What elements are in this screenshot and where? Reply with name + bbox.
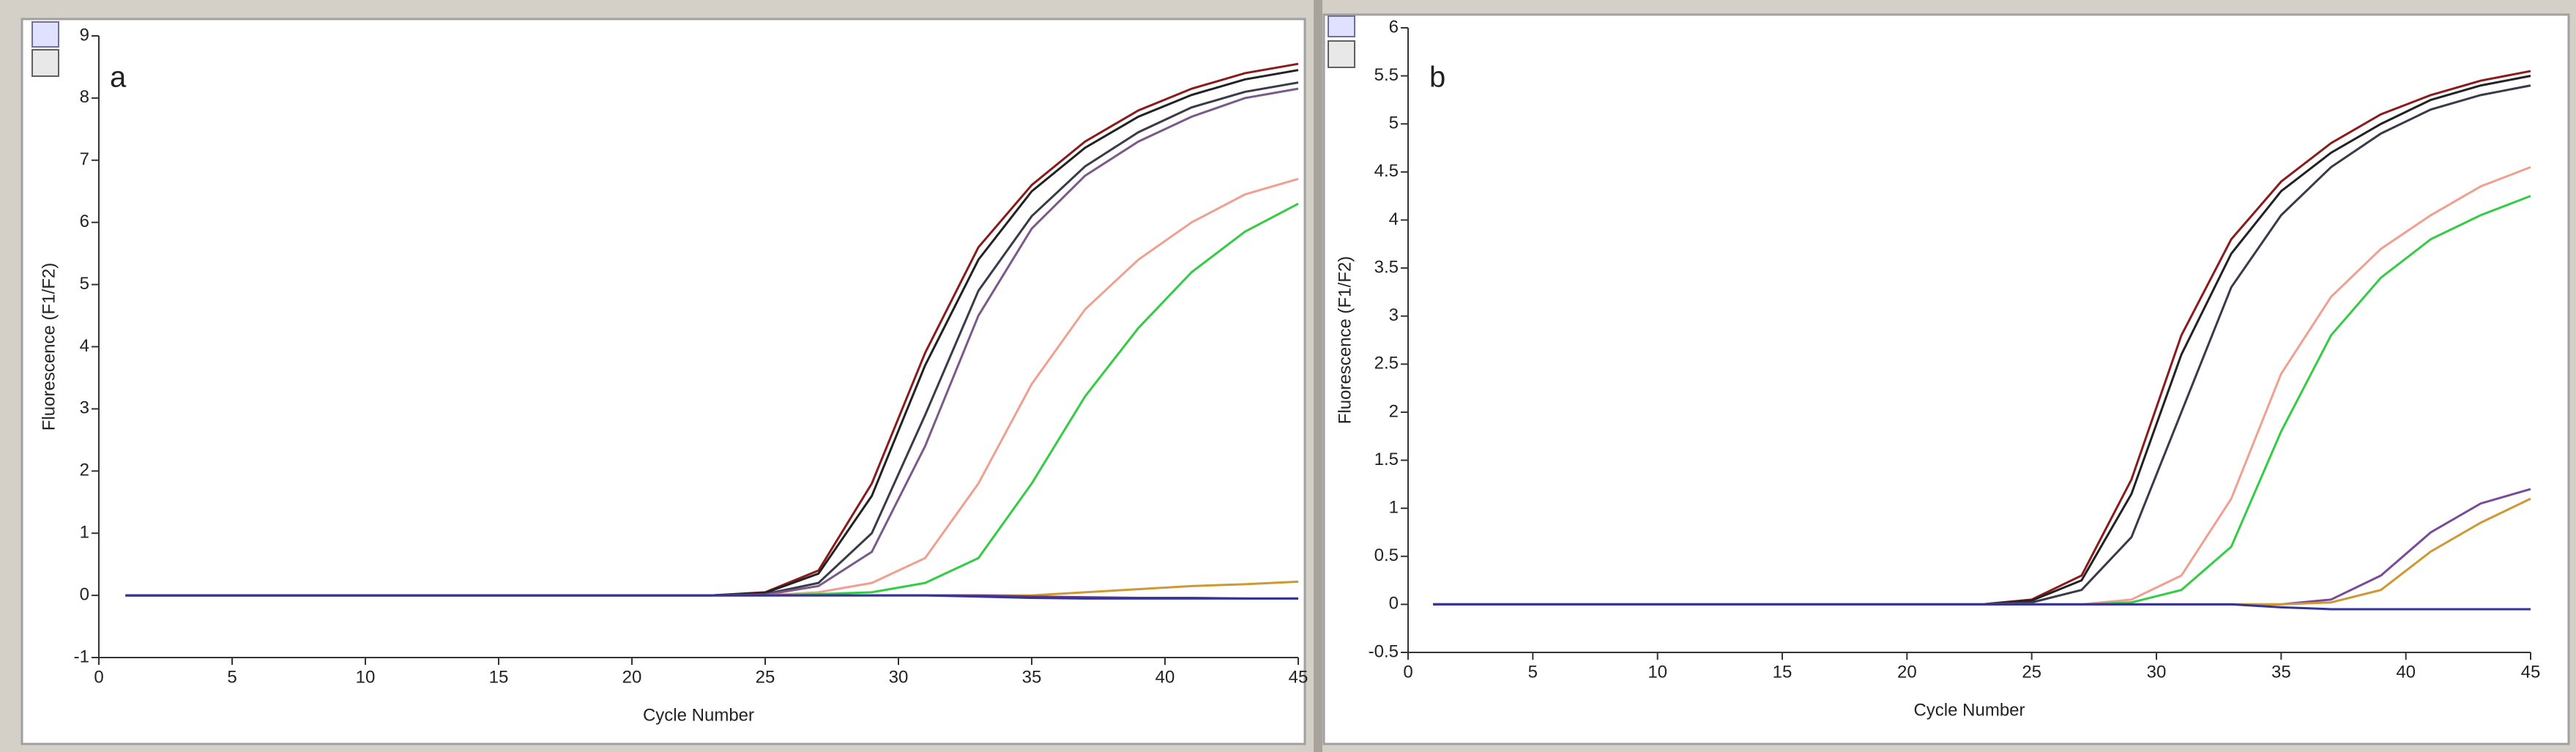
y-tick-label: 3.5 [1374,257,1399,277]
y-tick-label: 7 [80,149,89,169]
icon [31,49,59,77]
icon [31,21,59,48]
x-tick-label: 25 [756,667,775,687]
x-tick-label: 20 [1897,662,1917,682]
x-tick-label: 35 [2271,662,2291,682]
y-tick-label: 5 [80,274,89,294]
icon [1328,15,1355,37]
y-tick-label: 4.5 [1374,161,1399,181]
y-tick-label: -1 [74,647,89,666]
x-tick-label: 10 [1648,662,1667,682]
panel-label: b [1429,62,1445,94]
y-tick-label: 2 [80,461,89,480]
x-tick-label: 0 [94,667,103,687]
panel-label: a [110,62,127,94]
y-tick-label: 4 [1389,209,1399,229]
y-tick-label: 5.5 [1374,65,1399,85]
x-tick-label: 40 [2396,662,2416,682]
x-tick-label: 45 [2521,662,2541,682]
x-tick-label: 35 [1022,667,1042,687]
x-tick-label: 40 [1155,667,1175,687]
x-tick-label: 30 [889,667,909,687]
x-tick-label: 10 [356,667,376,687]
y-tick-label: 9 [80,25,89,45]
y-tick-label: 3 [1389,305,1399,325]
icon [1328,40,1355,68]
y-tick-label: 2 [1389,401,1399,421]
y-axis-label: Fluorescence (F1/F2) [39,263,59,431]
x-axis-label: Cycle Number [1913,700,2025,720]
x-axis-label: Cycle Number [643,705,754,725]
y-tick-label: 2.5 [1374,354,1399,373]
x-tick-label: 20 [622,667,642,687]
y-axis-label: Fluorescence (F1/F2) [1335,256,1355,424]
series-line [125,594,1298,600]
divider [1314,0,1322,752]
y-tick-label: 5 [1389,113,1399,133]
panel-a [21,18,1306,745]
y-tick-label: 1 [1389,497,1399,517]
y-tick-label: 1.5 [1374,450,1399,469]
y-tick-label: 0 [1389,594,1399,614]
x-tick-label: 0 [1403,662,1412,682]
y-tick-label: 6 [1389,17,1399,37]
x-tick-label: 45 [1289,667,1309,687]
y-tick-label: 6 [80,212,89,231]
y-tick-label: 8 [80,87,89,107]
x-tick-label: 30 [2147,662,2167,682]
x-tick-label: 5 [227,667,237,687]
x-tick-label: 5 [1528,662,1538,682]
x-tick-label: 15 [489,667,509,687]
series-line [1433,603,2531,611]
y-tick-label: 0.5 [1374,546,1399,565]
y-tick-label: 4 [80,336,89,356]
y-tick-label: 1 [80,523,89,543]
x-tick-label: 25 [2022,662,2041,682]
x-tick-label: 15 [1773,662,1793,682]
y-tick-label: 3 [80,398,89,418]
y-tick-label: 0 [80,584,89,604]
y-tick-label: -0.5 [1369,641,1399,661]
